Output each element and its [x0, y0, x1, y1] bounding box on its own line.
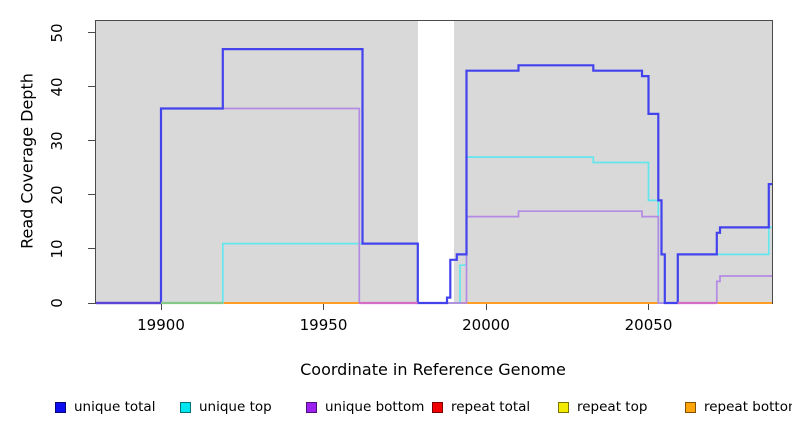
x-axis-title: Coordinate in Reference Genome [300, 360, 566, 379]
plot-area [95, 20, 773, 305]
y-tick-mark [88, 248, 95, 250]
coverage-step-lines [96, 48, 772, 305]
uncovered-region-band [417, 21, 454, 303]
y-tick-mark [88, 32, 95, 34]
x-tick-mark [160, 304, 162, 310]
y-tick-label: 50 [48, 23, 66, 43]
series-line-unique-total [96, 48, 772, 305]
legend-item-repeat-bottom: repeat bottom [685, 399, 792, 415]
y-tick-label: 0 [48, 298, 66, 308]
legend-swatch-icon [685, 401, 696, 413]
legend-label: unique top [199, 399, 272, 415]
x-tick-label: 20050 [624, 316, 673, 334]
y-tick-label: 10 [48, 239, 66, 259]
x-tick-mark [323, 304, 324, 310]
legend-swatch-icon [55, 401, 66, 413]
legend-label: repeat total [451, 399, 531, 415]
legend-swatch-icon [558, 401, 569, 413]
legend-swatch-icon [306, 401, 317, 413]
legend-item-unique-total: unique total [55, 399, 155, 415]
legend-item-repeat-top: repeat top [558, 399, 647, 415]
y-axis-title: Read Coverage Depth [17, 73, 37, 249]
series-line-unique-bottom [96, 107, 772, 304]
y-tick-mark [88, 302, 95, 304]
legend-label: unique bottom [325, 399, 425, 415]
legend-label: repeat top [577, 399, 648, 415]
legend-item-unique-bottom: unique bottom [306, 399, 424, 415]
y-tick-label: 40 [48, 77, 66, 97]
y-tick-mark [88, 140, 95, 142]
x-tick-label: 19900 [137, 316, 185, 334]
x-tick-mark [485, 304, 487, 310]
x-tick-label: 20000 [462, 316, 510, 334]
y-tick-label: 20 [48, 185, 66, 205]
legend-label: unique total [74, 399, 156, 415]
legend-swatch-icon [180, 401, 191, 413]
legend-item-unique-top: unique top [180, 399, 272, 415]
legend-swatch-icon [432, 401, 443, 413]
y-tick-label: 30 [48, 131, 66, 151]
legend-label: repeat bottom [704, 399, 792, 415]
y-tick-mark [88, 194, 95, 196]
x-tick-label: 19950 [299, 316, 348, 334]
legend-item-repeat-total: repeat total [432, 399, 530, 415]
series-line-unique-top [96, 156, 772, 304]
x-tick-mark [648, 304, 649, 310]
y-tick-mark [88, 86, 95, 88]
